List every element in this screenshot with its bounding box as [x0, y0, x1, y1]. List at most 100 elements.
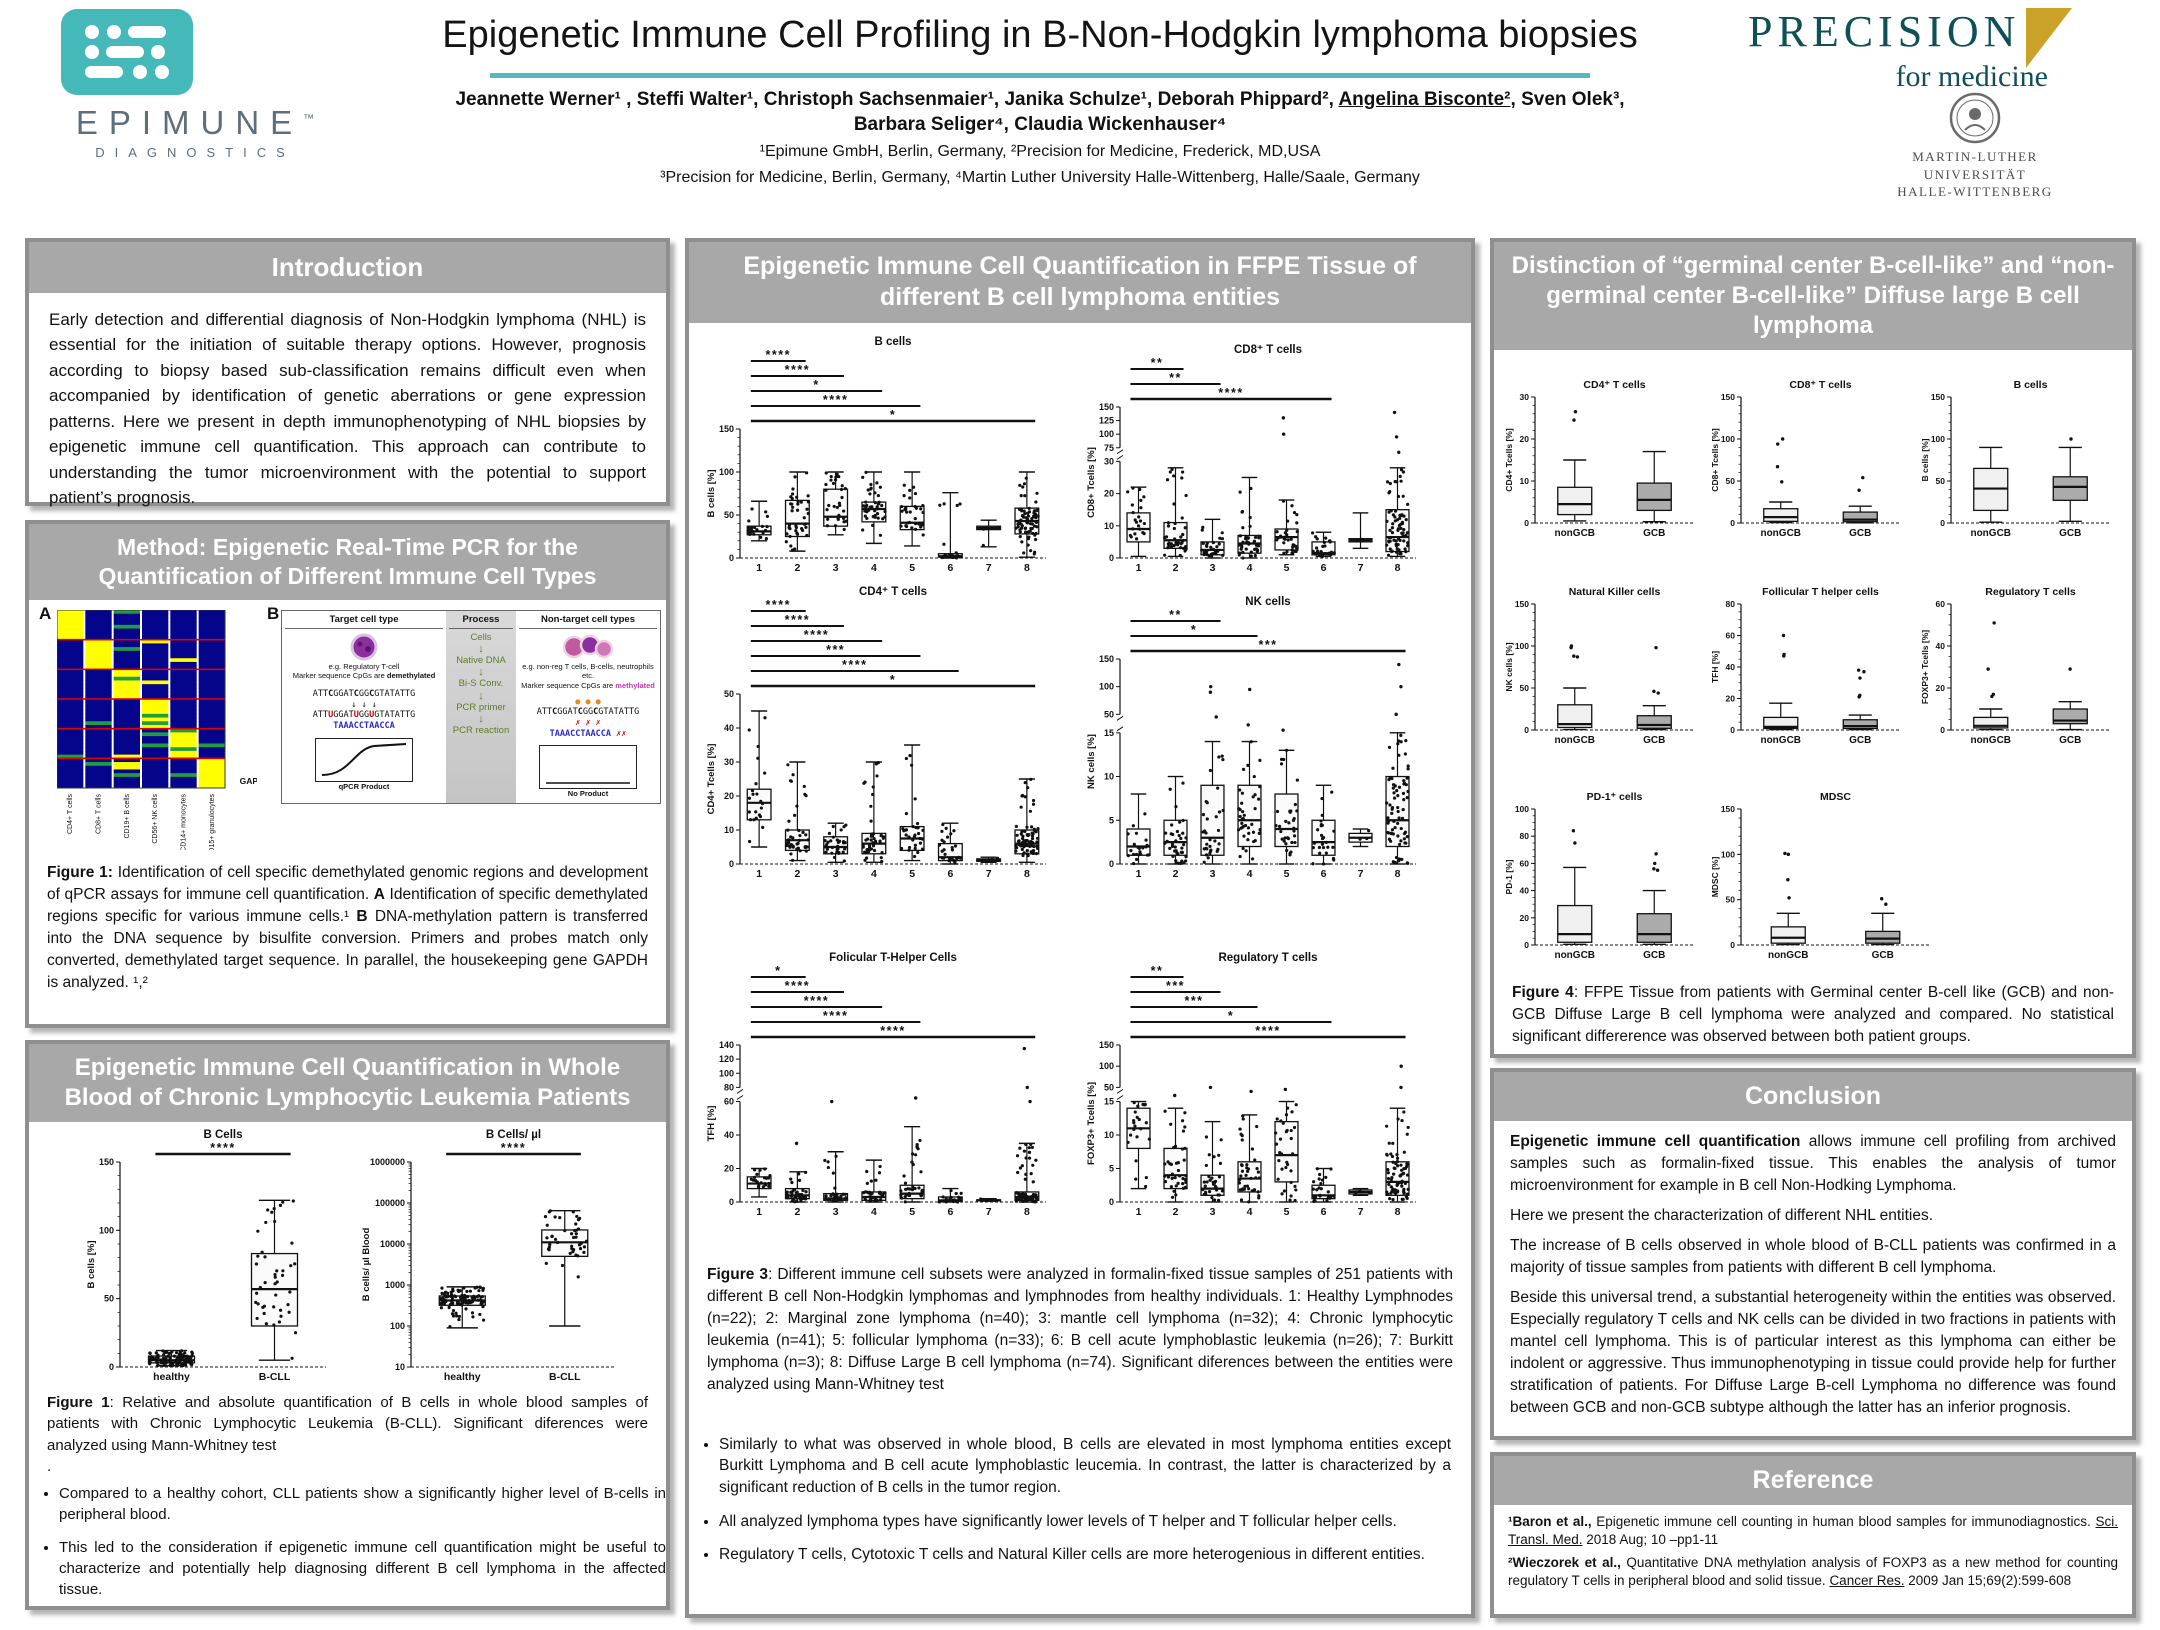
svg-text:100: 100	[1721, 434, 1735, 444]
svg-text:CD4+ T cells: CD4+ T cells	[67, 793, 74, 834]
svg-text:GCB: GCB	[1872, 950, 1894, 961]
svg-text:5: 5	[1284, 1206, 1290, 1218]
svg-text:150: 150	[1099, 1040, 1114, 1050]
nontarget-cell-column: Non-target cell types e.g. non-reg T cel…	[516, 611, 660, 804]
svg-text:10: 10	[724, 825, 734, 835]
gcb-figure-caption: Figure 4: FFPE Tissue from patients with…	[1512, 984, 2114, 1045]
svg-text:Regulatory T cells: Regulatory T cells	[1218, 952, 1317, 964]
svg-text:nonGCB: nonGCB	[1554, 950, 1595, 961]
svg-text:20: 20	[1936, 683, 1946, 693]
svg-text:80: 80	[724, 1082, 734, 1092]
svg-text:4: 4	[871, 562, 877, 574]
svg-text:NK cells [%]: NK cells [%]	[1504, 642, 1514, 691]
svg-text:1: 1	[1136, 562, 1142, 574]
process-step: PCR primer	[456, 701, 506, 713]
svg-text:5: 5	[1284, 868, 1290, 880]
svg-text:GCB: GCB	[1643, 950, 1665, 961]
process-column: Process Cells ↓ Native DNA ↓ Bi-S Conv. …	[446, 610, 516, 803]
svg-text:20: 20	[1726, 694, 1736, 704]
nontarget-primer-row: TAAACCTAACCA ✗✗	[549, 728, 627, 739]
svg-text:0: 0	[729, 553, 734, 563]
svg-text:B cells [%]: B cells [%]	[86, 1240, 97, 1288]
chart-cd8-t-cells-ffpe: CD8⁺ T cells CD8+ Tcells [%] 0 10 20 30 75 100 1…	[1084, 343, 1424, 575]
svg-text:50: 50	[1104, 709, 1114, 719]
svg-text:MDSC [%]: MDSC [%]	[1710, 857, 1720, 898]
svg-text:150: 150	[1931, 392, 1945, 402]
affiliations-line-1: ¹Epimune GmbH, Berlin, Germany, ²Precisi…	[759, 143, 1321, 161]
svg-text:CD8⁺ T cells: CD8⁺ T cells	[1234, 344, 1302, 356]
ffpe-bullet: Regulatory T cells, Cytotoxic T cells an…	[719, 1544, 1451, 1566]
svg-text:100000: 100000	[375, 1198, 405, 1208]
svg-text:6: 6	[947, 562, 953, 574]
reference-heading: Reference	[1494, 1456, 2132, 1506]
university-seal-icon	[1949, 92, 2001, 144]
svg-text:GCB: GCB	[2059, 528, 2081, 539]
chart-tfh-gcb: Follicular T helper cells TFH [%] 0 20 40 60 8…	[1708, 585, 1908, 747]
svg-text:3: 3	[833, 1206, 839, 1218]
svg-text:80: 80	[1520, 831, 1530, 841]
introduction-heading: Introduction	[29, 242, 666, 293]
svg-text:B cells: B cells	[2014, 379, 2048, 391]
svg-text:****: ****	[501, 1141, 526, 1155]
svg-text:10000: 10000	[380, 1239, 405, 1249]
svg-text:NK cells [%]: NK cells [%]	[1086, 734, 1097, 789]
svg-text:NK cells: NK cells	[1245, 596, 1290, 608]
svg-text:*: *	[775, 964, 781, 978]
conclusion-paragraph-4: Beside this universal trend, a substanti…	[1510, 1289, 2116, 1417]
nontarget-caption-2: Marker sequence CpGs are methylated	[521, 681, 655, 690]
svg-text:CD8⁺ T cells: CD8⁺ T cells	[1789, 379, 1851, 391]
svg-text:60: 60	[1936, 599, 1946, 609]
svg-text:100: 100	[390, 1321, 405, 1331]
svg-text:**: **	[1151, 356, 1164, 370]
reference-panel: Reference ¹Baron et al., Epigenetic immu…	[1490, 1452, 2136, 1618]
svg-text:5: 5	[909, 562, 915, 574]
chart-pd1-gcb: PD-1⁺ cells PD-1 [%] 0 20 40 60 80 100 nonGCB GCB	[1502, 790, 1702, 962]
chart-follicular-t-helper-ffpe: Folicular T-Helper Cells TFH [%] 0 20 40 60 80…	[704, 951, 1054, 1219]
svg-text:100: 100	[1721, 849, 1735, 859]
svg-text:healthy: healthy	[444, 1371, 481, 1383]
svg-text:****: ****	[210, 1141, 235, 1155]
svg-text:CD56+ NK cells: CD56+ NK cells	[152, 793, 159, 843]
precision-tagline: for medicine	[1895, 60, 2048, 93]
method-panel: Method: Epigenetic Real-Time PCR for the…	[25, 520, 670, 1028]
svg-text:**: **	[1151, 964, 1164, 978]
svg-text:0: 0	[1524, 518, 1529, 528]
conversion-arrows: ↓ ↓ ↓	[351, 699, 377, 710]
process-step: PCR reaction	[452, 725, 510, 737]
svg-text:50: 50	[1104, 1082, 1114, 1092]
svg-text:CD14+ monocytes: CD14+ monocytes	[181, 793, 188, 849]
svg-text:CD4+ Tcells [%]: CD4+ Tcells [%]	[1504, 428, 1514, 492]
method-heading: Method: Epigenetic Real-Time PCR for the…	[29, 524, 666, 600]
whole-blood-charts: B Cells B cells [%] 0 50 100 150 healthy B-CLL *…	[29, 1122, 666, 1390]
svg-text:GAPDH: GAPDH	[240, 776, 257, 786]
ffpe-heading: Epigenetic Immune Cell Quantification in…	[689, 242, 1471, 323]
svg-text:10: 10	[1104, 520, 1114, 530]
svg-text:60: 60	[1726, 631, 1736, 641]
target-column-header: Target cell type	[285, 611, 443, 629]
whole-blood-caption-dot: .	[47, 1457, 52, 1475]
svg-text:****: ****	[785, 979, 810, 993]
svg-text:7: 7	[1358, 562, 1364, 574]
svg-text:**: **	[1169, 608, 1182, 622]
svg-text:50: 50	[104, 1294, 114, 1304]
gcb-heading: Distinction of “germinal center B-cell-l…	[1494, 242, 2132, 350]
svg-text:1: 1	[756, 562, 762, 574]
chart-b-cells-per-ul-whole-blood: B Cells/ µl B cells/ µl Blood 10 100 1000 100…	[359, 1128, 624, 1384]
svg-text:0: 0	[1524, 940, 1529, 950]
svg-text:150: 150	[719, 424, 734, 434]
precision-for-medicine-logo: PRECISION for medicine	[1748, 6, 2098, 94]
svg-text:B Cells/ µl: B Cells/ µl	[486, 1129, 541, 1141]
svg-text:5: 5	[1109, 815, 1114, 825]
svg-text:150: 150	[1099, 654, 1114, 664]
svg-text:100: 100	[1515, 641, 1529, 651]
method-figure-caption: Figure 1: Identification of cell specifi…	[47, 863, 648, 991]
svg-text:50: 50	[1936, 476, 1946, 486]
svg-text:****: ****	[1255, 1024, 1280, 1038]
svg-text:100: 100	[719, 1068, 734, 1078]
svg-text:5: 5	[909, 868, 915, 880]
svg-text:10: 10	[1104, 771, 1114, 781]
svg-text:Natural Killer cells: Natural Killer cells	[1569, 586, 1661, 598]
svg-text:1: 1	[756, 1206, 762, 1218]
svg-text:Follicular T helper cells: Follicular T helper cells	[1762, 586, 1879, 598]
